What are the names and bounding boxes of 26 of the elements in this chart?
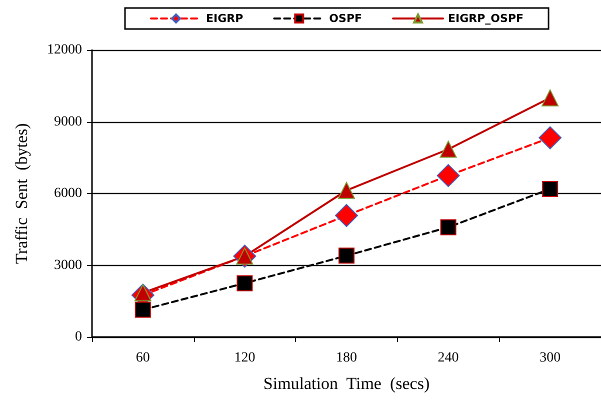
y-tick-label: 6000 — [54, 186, 82, 201]
point — [440, 140, 457, 158]
x-tick-label: 240 — [438, 350, 459, 366]
point — [338, 182, 355, 199]
legend-label: EIGRP_OSPF — [448, 12, 524, 25]
legend-label: EIGRP — [206, 12, 244, 25]
point — [134, 302, 151, 318]
y-axis-title: Traffic Sent (bytes) — [12, 123, 31, 264]
x-tick-label: 60 — [136, 350, 150, 366]
x-tick-label: 120 — [234, 350, 256, 366]
point — [538, 126, 562, 150]
x-tick-label: 180 — [336, 350, 357, 366]
y-tick-label: 12000 — [47, 42, 82, 58]
y-tick-label: 0 — [75, 330, 82, 344]
y-tick-label: 9000 — [54, 114, 82, 130]
point — [436, 164, 460, 188]
x-axis-title: Simulation Time (secs) — [263, 374, 430, 393]
x-tick-label: 300 — [540, 350, 561, 366]
point — [335, 204, 358, 228]
legend-label: OSPF — [329, 12, 362, 25]
point — [542, 180, 558, 197]
point — [440, 219, 456, 236]
point — [338, 248, 354, 264]
y-tick-label: 3000 — [54, 258, 82, 273]
point — [236, 275, 253, 292]
point — [542, 89, 559, 106]
